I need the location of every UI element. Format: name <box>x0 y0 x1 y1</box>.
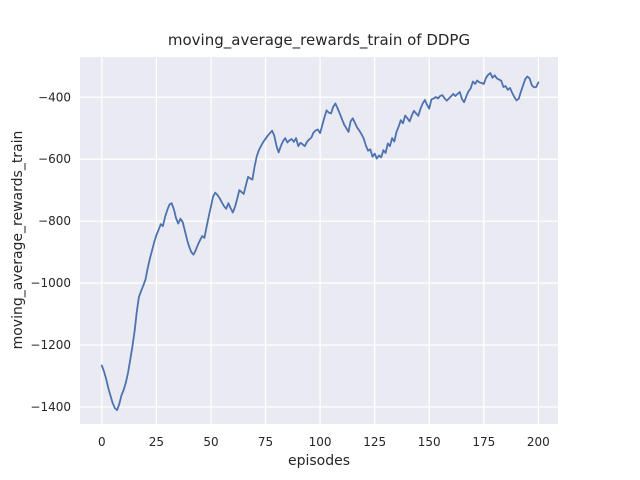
y-tick-label: −800 <box>38 214 71 228</box>
reward-line <box>100 72 540 412</box>
x-tick-label: 175 <box>472 435 495 449</box>
gridlines <box>80 57 558 424</box>
y-tick-label: −1000 <box>30 276 71 290</box>
x-tick-label: 200 <box>527 435 550 449</box>
x-tick-label: 50 <box>203 435 218 449</box>
x-tick-label: 75 <box>258 435 273 449</box>
x-tick-label: 150 <box>418 435 441 449</box>
y-tick-label: −400 <box>38 90 71 104</box>
x-tick-label: 25 <box>149 435 164 449</box>
x-tick-label: 125 <box>363 435 386 449</box>
y-tick-label: −600 <box>38 152 71 166</box>
x-tick-label: 0 <box>98 435 106 449</box>
chart-title: moving_average_rewards_train of DDPG <box>167 31 471 49</box>
y-tick-labels: −400 −600 −800 −1000 −1200 −1400 <box>30 90 71 414</box>
y-tick-label: −1200 <box>30 338 71 352</box>
x-tick-label: 100 <box>309 435 332 449</box>
x-axis-label: episodes <box>287 453 351 469</box>
y-tick-label: −1400 <box>30 400 71 414</box>
y-axis-label: moving_average_rewards_train <box>10 130 26 350</box>
plot-background <box>80 57 558 424</box>
x-tick-labels: 0 25 50 75 100 125 150 175 200 <box>98 435 550 449</box>
